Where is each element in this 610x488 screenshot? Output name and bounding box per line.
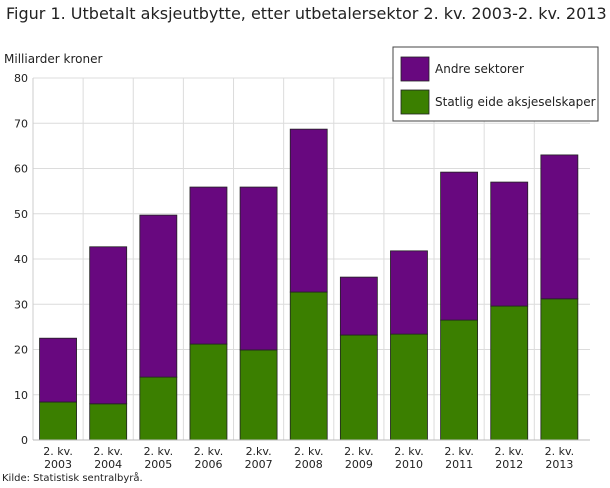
x-tick-label: 2. kv. [394,445,424,458]
x-tick-label: 2. kv. [294,445,324,458]
bar-statlig [289,291,328,441]
y-axis-label: Milliarder kroner [4,52,102,66]
bar-andre [39,337,77,403]
bar-andre [239,186,278,351]
bar-statlig [540,298,579,441]
x-tick-label: 2006 [194,458,222,471]
x-tick-label: 2.kv. [246,445,272,458]
x-tick-label: 2. kv. [444,445,474,458]
bar-andre [390,250,428,335]
x-tick-label: 2. kv. [344,445,374,458]
x-tick-label: 2013 [545,458,573,471]
source-note: Kilde: Statistisk sentralbyrå. [2,473,143,484]
bar-statlig [139,376,178,441]
bar-statlig [339,334,378,441]
bar-andre [440,171,479,321]
bar-statlig [390,333,428,441]
bar-statlig [89,403,128,441]
x-tick-label: 2. kv. [194,445,224,458]
x-tick-label: 2011 [445,458,473,471]
y-tick-label: 0 [21,434,28,447]
chart-title: Figur 1. Utbetalt aksjeutbytte, etter ut… [6,4,607,23]
x-tick-label: 2. kv. [545,445,575,458]
bar-andre [89,246,128,405]
x-tick-label: 2. kv. [93,445,123,458]
bar-andre [189,186,228,345]
y-tick-label: 10 [14,389,28,402]
bar-andre [339,276,378,336]
legend-label: Andre sektorer [435,62,524,76]
y-tick-label: 80 [14,72,28,85]
x-tick-label: 2008 [295,458,323,471]
y-tick-label: 60 [14,163,28,176]
bar-andre [139,214,178,378]
y-tick-label: 30 [14,298,28,311]
bar-andre [490,181,529,307]
bar-andre [289,128,328,293]
x-tick-label: 2010 [395,458,423,471]
bar-statlig [39,401,77,441]
x-tick-label: 2004 [94,458,122,471]
bar-statlig [189,343,228,441]
x-tick-label: 2005 [144,458,172,471]
x-tick-label: 2003 [44,458,72,471]
x-tick-label: 2007 [245,458,273,471]
bar-andre [540,154,579,300]
legend-label: Statlig eide aksjeselskaper [435,95,596,109]
x-tick-label: 2. kv. [43,445,73,458]
y-tick-label: 50 [14,208,28,221]
bar-statlig [440,319,479,441]
y-tick-label: 20 [14,344,28,357]
y-tick-label: 40 [14,253,28,266]
y-tick-label: 70 [14,117,28,130]
x-tick-label: 2. kv. [144,445,174,458]
bar-statlig [490,305,529,441]
x-tick-label: 2. kv. [494,445,524,458]
legend-swatch [400,56,430,82]
x-tick-label: 2009 [345,458,373,471]
bar-statlig [239,349,278,441]
legend-swatch [400,89,430,115]
x-tick-label: 2012 [495,458,523,471]
